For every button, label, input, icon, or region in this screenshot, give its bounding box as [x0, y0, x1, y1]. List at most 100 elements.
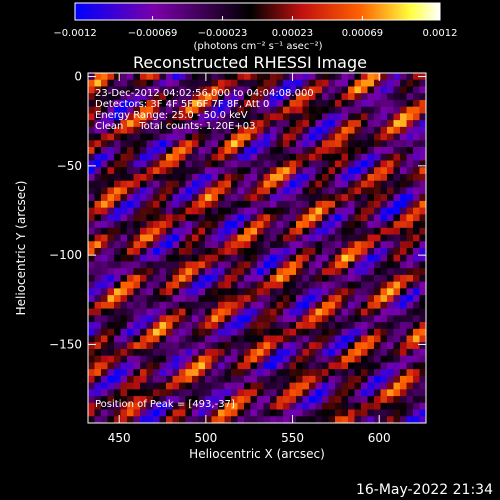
heatmap-cell [120, 409, 128, 417]
heatmap-cell [302, 86, 310, 94]
heatmap-cell [322, 133, 329, 141]
heatmap-cell [296, 409, 303, 417]
heatmap-cell [198, 133, 206, 141]
heatmap-cell [406, 99, 414, 108]
heatmap-cell [374, 402, 381, 410]
heatmap-cell [354, 173, 362, 182]
heatmap-cell [419, 126, 427, 134]
heatmap-cell [315, 113, 323, 121]
heatmap-cell [315, 173, 323, 182]
heatmap-cell [88, 335, 95, 343]
heatmap-cell [185, 180, 193, 188]
heatmap-cell [335, 322, 342, 330]
heatmap-cell [296, 126, 303, 134]
heatmap-cell [179, 126, 186, 134]
heatmap-cell [328, 79, 336, 87]
heatmap-cell [140, 234, 147, 242]
heatmap-cell [211, 254, 219, 262]
heatmap-cell [140, 153, 147, 161]
heatmap-cell [166, 234, 173, 242]
heatmap-cell [263, 248, 271, 256]
heatmap-cell [94, 261, 102, 269]
heatmap-cell [335, 234, 342, 242]
heatmap-cell [302, 281, 310, 289]
heatmap-cell [348, 261, 355, 269]
heatmap-cell [367, 79, 375, 87]
heatmap-cell [153, 106, 160, 114]
heatmap-cell [244, 362, 251, 370]
heatmap-cell [244, 167, 251, 175]
heatmap-cell [133, 261, 141, 269]
heatmap-cell [159, 187, 167, 195]
heatmap-cell [166, 126, 173, 134]
heatmap-cell [315, 140, 323, 148]
heatmap-cell [380, 322, 388, 330]
heatmap-cell [309, 93, 316, 101]
heatmap-cell [380, 214, 388, 222]
heatmap-cell [257, 416, 264, 424]
heatmap-cell [231, 254, 238, 262]
heatmap-cell [198, 254, 206, 262]
heatmap-cell [393, 79, 401, 87]
heatmap-cell [237, 409, 245, 417]
heatmap-cell [302, 140, 310, 148]
heatmap-cell [289, 113, 297, 121]
heatmap-cell [400, 342, 407, 350]
heatmap-cell [146, 308, 154, 316]
heatmap-cell [361, 375, 368, 384]
heatmap-cell [88, 113, 95, 121]
heatmap-cell [88, 79, 95, 87]
heatmap-cell [218, 73, 225, 81]
heatmap-cell [127, 328, 134, 336]
heatmap-cell [413, 389, 420, 397]
heatmap-cell [185, 187, 193, 195]
heatmap-cell [159, 234, 167, 242]
heatmap-cell [237, 147, 245, 155]
heatmap-cell [166, 342, 173, 350]
heatmap-cell [393, 241, 401, 249]
heatmap-cell [354, 221, 362, 229]
heatmap-cell [296, 328, 303, 336]
heatmap-cell [107, 268, 115, 276]
heatmap-cell [172, 274, 180, 283]
heatmap-cell [120, 248, 128, 256]
heatmap-cell [237, 396, 245, 404]
heatmap-cell [296, 106, 303, 114]
heatmap-cell [328, 348, 336, 357]
heatmap-cell [289, 207, 297, 215]
heatmap-cell [231, 147, 238, 155]
heatmap-cell [244, 187, 251, 195]
heatmap-cell [380, 281, 388, 289]
heatmap-cell [231, 99, 238, 108]
heatmap-cell [146, 133, 154, 141]
heatmap-cell [244, 396, 251, 404]
heatmap-cell [406, 194, 414, 202]
heatmap-cell [270, 389, 277, 397]
heatmap-cell [400, 254, 407, 262]
heatmap-cell [361, 147, 368, 155]
heatmap-cell [276, 375, 284, 384]
heatmap-cell [380, 301, 388, 309]
heatmap-cell [354, 369, 362, 377]
heatmap-cell [322, 200, 329, 209]
heatmap-cell [133, 133, 141, 141]
heatmap-cell [172, 322, 180, 330]
heatmap-cell [218, 160, 225, 168]
heatmap-cell [101, 416, 108, 424]
heatmap-cell [192, 322, 199, 330]
heatmap-cell [341, 214, 349, 222]
heatmap-cell [192, 348, 199, 357]
heatmap-cell [250, 328, 258, 336]
heatmap-cell [237, 200, 245, 209]
heatmap-cell [250, 274, 258, 283]
colorbar-ticks: −0.0012 −0.00069 −0.00023 0.00023 0.00069 0.0… [53, 16, 458, 39]
heatmap-cell [94, 126, 102, 134]
heatmap-cell [146, 355, 154, 363]
heatmap-cell [328, 113, 336, 121]
heatmap-cell [172, 416, 180, 424]
heatmap-cell [302, 362, 310, 370]
heatmap-cell [341, 106, 349, 114]
heatmap-cell [335, 342, 342, 350]
heatmap-cell [354, 342, 362, 350]
heatmap-cell [315, 396, 323, 404]
